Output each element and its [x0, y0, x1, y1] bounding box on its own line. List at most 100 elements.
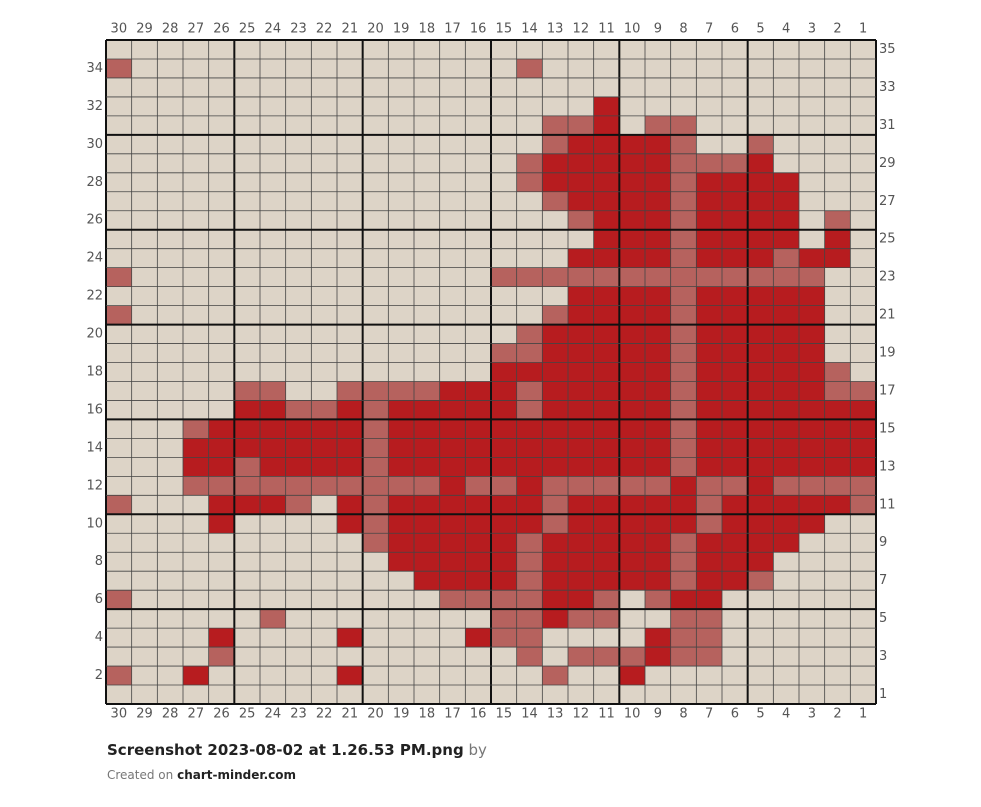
cell: [619, 514, 645, 534]
cell: [131, 134, 158, 154]
cell: [696, 685, 722, 704]
cell: [234, 685, 260, 704]
cell: [414, 381, 440, 401]
row-label-right: 33: [879, 80, 896, 95]
cell: [362, 115, 389, 135]
cell: [260, 305, 286, 325]
cell: [645, 628, 671, 648]
row-label-left: 20: [86, 327, 103, 342]
cell: [670, 609, 697, 629]
cell: [131, 514, 158, 534]
cell: [516, 647, 543, 667]
cell: [311, 153, 337, 173]
cell: [131, 438, 158, 458]
cell: [722, 438, 748, 458]
cell: [619, 324, 645, 344]
cell: [542, 58, 568, 78]
cell: [670, 381, 697, 401]
cell: [722, 210, 748, 230]
cell: [542, 552, 568, 572]
cell: [234, 381, 260, 401]
cell: [465, 571, 491, 591]
cell: [183, 685, 209, 704]
row-label-left: 2: [95, 668, 103, 683]
cell: [850, 267, 876, 287]
cell: [388, 362, 414, 382]
cell: [850, 685, 876, 704]
cell: [414, 267, 440, 287]
cell: [824, 362, 851, 382]
cell: [157, 362, 183, 382]
cell: [285, 495, 312, 515]
cell: [439, 514, 466, 534]
cell: [542, 40, 568, 59]
cell: [824, 324, 851, 344]
cell: [260, 96, 286, 116]
cell: [722, 115, 748, 135]
column-label-top: 25: [239, 22, 256, 37]
cell: [183, 476, 209, 496]
cell: [747, 438, 774, 458]
cell: [747, 324, 774, 344]
cell: [414, 286, 440, 306]
cell: [131, 419, 158, 439]
cell: [414, 647, 440, 667]
cell: [362, 381, 389, 401]
cell: [234, 210, 260, 230]
cell: [722, 514, 748, 534]
cell: [799, 343, 825, 363]
cell: [362, 457, 389, 477]
cell: [362, 343, 389, 363]
cell: [696, 628, 722, 648]
by: by: [468, 741, 487, 759]
cell: [516, 552, 543, 572]
cell: [542, 495, 568, 515]
row-label-right: 35: [879, 42, 896, 57]
cell: [208, 457, 235, 477]
cell: [824, 134, 851, 154]
column-label-top: 23: [290, 22, 307, 37]
cell: [439, 77, 466, 97]
cell: [208, 172, 235, 192]
cell: [491, 134, 517, 154]
cell: [208, 628, 235, 648]
cell: [696, 552, 722, 572]
cell: [362, 590, 389, 610]
cell: [799, 210, 825, 230]
cell: [670, 40, 697, 59]
cell: [747, 590, 774, 610]
cell: [619, 229, 645, 249]
cell: [516, 115, 543, 135]
cell: [593, 647, 620, 667]
cell: [568, 476, 594, 496]
site-link[interactable]: chart-minder.com: [177, 768, 296, 782]
cell: [619, 457, 645, 477]
cell: [183, 134, 209, 154]
cell: [414, 58, 440, 78]
cell: [208, 77, 235, 97]
cell: [388, 609, 414, 629]
cell: [362, 419, 389, 439]
cell: [670, 457, 697, 477]
cell: [645, 153, 671, 173]
cell: [722, 362, 748, 382]
cell: [131, 647, 158, 667]
cell: [542, 381, 568, 401]
row-label-left: 24: [86, 251, 103, 266]
cell: [106, 324, 132, 344]
cell: [824, 77, 851, 97]
cell: [593, 476, 620, 496]
cell: [696, 286, 722, 306]
cell: [645, 77, 671, 97]
column-label-bottom: 10: [624, 707, 641, 722]
cell: [337, 362, 363, 382]
cell: [414, 419, 440, 439]
cell: [619, 172, 645, 192]
cell: [414, 305, 440, 325]
cell: [439, 248, 466, 268]
cell: [157, 248, 183, 268]
cell: [670, 172, 697, 192]
cell: [516, 58, 543, 78]
cell: [260, 533, 286, 553]
cell: [465, 153, 491, 173]
